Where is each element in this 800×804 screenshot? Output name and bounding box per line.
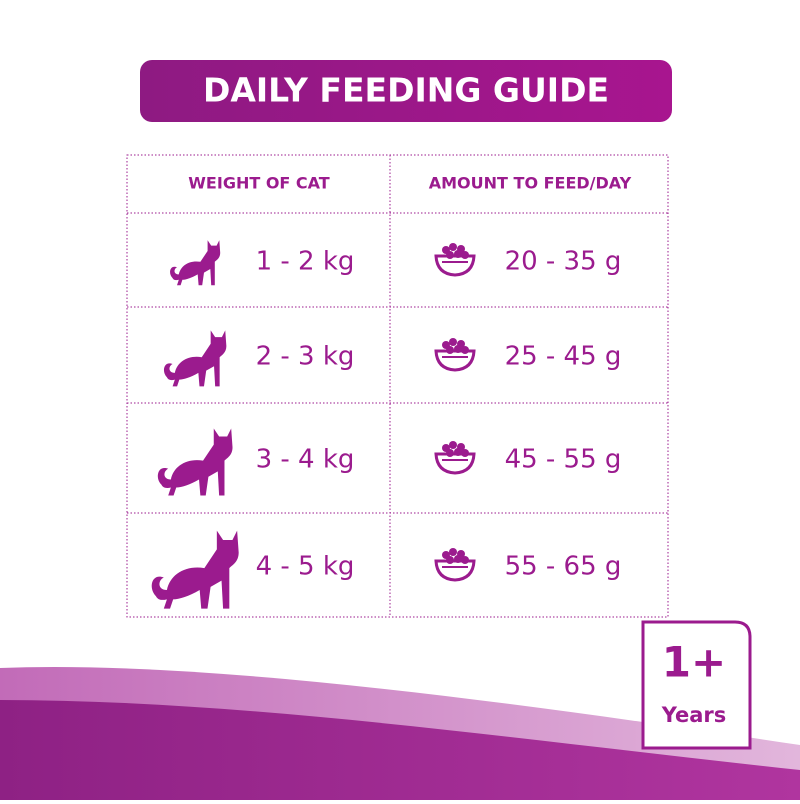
bowl: [434, 349, 476, 372]
table-border: [126, 154, 669, 618]
column-header: AMOUNT TO FEED/DAY: [429, 174, 632, 193]
wave-dark: [0, 700, 800, 800]
title-banner: [140, 60, 672, 122]
bowl-icon: [434, 243, 476, 277]
kibble: [449, 548, 457, 556]
kibble: [449, 338, 457, 346]
age-badge: [641, 620, 752, 750]
cat-weight: 1 - 2 kg: [256, 247, 355, 277]
cat-weight: 4 - 5 kg: [256, 552, 355, 582]
feed-amount: 55 - 65 g: [505, 552, 622, 582]
bowl: [434, 452, 476, 475]
cat-icon: [163, 330, 227, 387]
cat-icon: [170, 240, 221, 286]
cat-weight: 2 - 3 kg: [256, 342, 355, 372]
kibble: [449, 441, 457, 449]
feed-amount: 25 - 45 g: [505, 342, 622, 372]
title: DAILY FEEDING GUIDE: [203, 71, 609, 110]
badge-age: 1+: [662, 638, 726, 687]
cat-weight: 3 - 4 kg: [256, 445, 355, 475]
badge-unit: Years: [661, 703, 727, 727]
bowl-icon: [434, 441, 476, 475]
feed-amount: 20 - 35 g: [505, 247, 622, 277]
cat-icon: [151, 530, 239, 609]
kibble: [449, 243, 457, 251]
bowl: [434, 254, 476, 277]
bowl-icon: [434, 338, 476, 372]
table: WEIGHT OF CAT AMOUNT TO FEED/DAY 1 - 2 kg 2…: [126, 154, 669, 618]
feed-amount: 45 - 55 g: [505, 445, 622, 475]
bowl: [434, 559, 476, 582]
cat-icon: [157, 428, 233, 496]
bowl-icon: [434, 548, 476, 582]
column-header: WEIGHT OF CAT: [188, 174, 330, 193]
